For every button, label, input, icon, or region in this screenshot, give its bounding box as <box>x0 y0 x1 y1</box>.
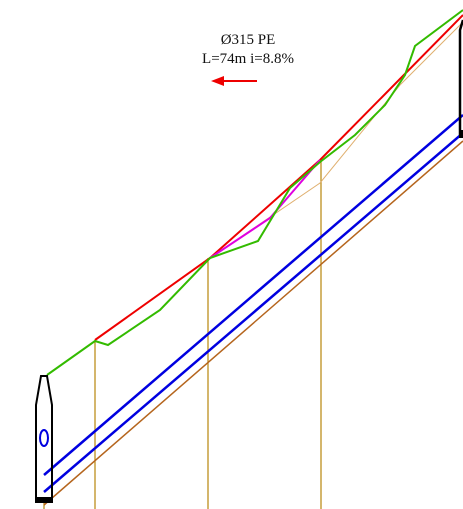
manhole <box>35 375 53 500</box>
pipe-details: L=74m i=8.8% <box>202 51 294 67</box>
pipe-label: Ø315 PE <box>221 32 276 48</box>
manhole-base <box>35 497 53 503</box>
existing-line <box>209 159 321 259</box>
manhole <box>458 19 463 135</box>
manhole-base <box>459 130 463 138</box>
ground-line <box>46 9 463 376</box>
pipe-top <box>43 114 463 476</box>
pipe-invert <box>43 140 463 506</box>
pipe-opening <box>39 429 49 447</box>
flow-arrow-head <box>211 76 224 86</box>
pipe-bottom <box>43 132 463 493</box>
design-line <box>94 14 463 341</box>
